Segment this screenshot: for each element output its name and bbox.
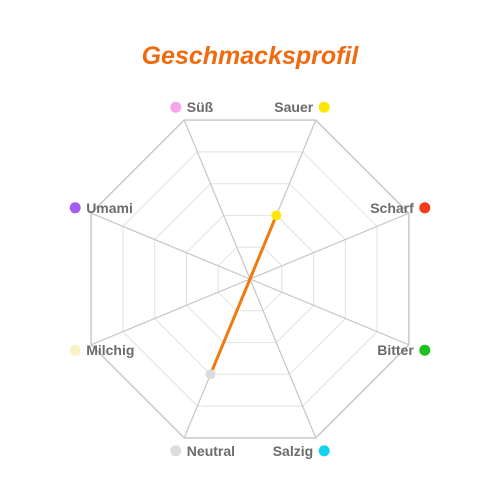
- axis-label-text: Milchig: [86, 342, 134, 358]
- spoke-salzig: [249, 278, 317, 439]
- axis-color-dot: [419, 344, 431, 356]
- axis-label-text: Süß: [187, 99, 214, 115]
- axis-label-süß: Süß: [170, 99, 214, 115]
- axis-label-umami: Umami: [69, 200, 133, 216]
- data-point-sauer: [271, 210, 282, 221]
- axis-label-scharf: Scharf: [370, 200, 431, 216]
- axis-label-milchig: Milchig: [69, 342, 134, 358]
- spoke-milchig: [90, 278, 251, 346]
- axis-color-dot: [318, 445, 330, 457]
- axis-label-text: Umami: [86, 200, 133, 216]
- axis-labels: Süß Sauer Scharf Bitter Salzig Neutral Milchig…: [69, 99, 431, 459]
- spoke-süß: [183, 119, 251, 280]
- axis-color-dot: [318, 101, 330, 113]
- axis-color-dot: [170, 445, 182, 457]
- axis-label-text: Salzig: [273, 443, 313, 459]
- axis-label-text: Scharf: [370, 200, 414, 216]
- radar-series: [205, 210, 282, 380]
- axis-label-salzig: Salzig: [273, 443, 330, 459]
- chart-title: Geschmacksprofil: [142, 42, 360, 70]
- data-point-neutral: [205, 369, 216, 380]
- spoke-umami: [90, 212, 251, 280]
- axis-label-text: Neutral: [187, 443, 235, 459]
- axis-label-text: Sauer: [274, 99, 313, 115]
- axis-color-dot: [69, 344, 81, 356]
- axis-label-text: Bitter: [377, 342, 414, 358]
- axis-label-bitter: Bitter: [377, 342, 431, 358]
- axis-label-neutral: Neutral: [170, 443, 235, 459]
- axis-label-sauer: Sauer: [274, 99, 330, 115]
- axis-color-dot: [69, 202, 81, 214]
- spoke-scharf: [249, 212, 410, 280]
- spoke-bitter: [249, 278, 410, 346]
- series-line-0: [209, 213, 278, 376]
- axis-color-dot: [170, 101, 182, 113]
- axis-color-dot: [419, 202, 431, 214]
